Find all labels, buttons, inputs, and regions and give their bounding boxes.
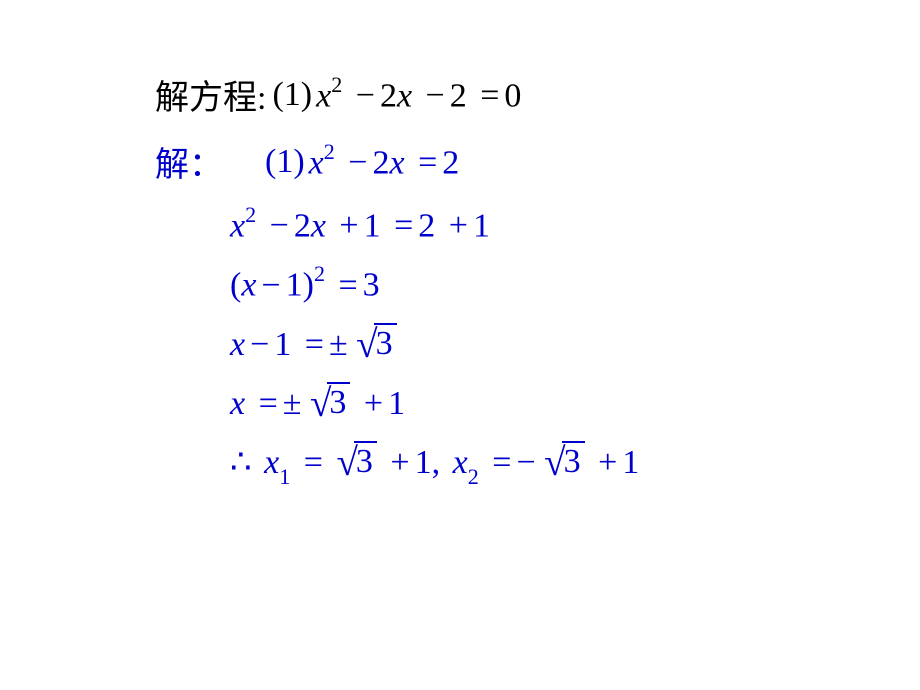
var-x: x [449, 444, 468, 481]
problem-expression: x2 −2x −2 =0 [312, 74, 521, 115]
problem-marker: (1) [266, 76, 312, 114]
const: 1 [415, 444, 432, 481]
var-x: x [230, 326, 245, 363]
const: 1 [286, 267, 303, 304]
var-x: x [309, 144, 324, 181]
coef: 2 [294, 207, 311, 244]
var-x: x [316, 77, 331, 114]
var-x: x [230, 385, 245, 422]
rhs: 2 [442, 144, 459, 181]
step6-expr: ∴ x1 = √3 +1, x2 =− √3 +1 [230, 441, 639, 487]
step3: (x−1)2 =3 [230, 263, 639, 304]
var-x: x [311, 207, 326, 244]
step2: x2 −2x +1 =2 +1 [230, 204, 639, 245]
const: 1 [388, 385, 405, 422]
rhs: 0 [504, 77, 521, 114]
step6: ∴ x1 = √3 +1, x2 =− √3 +1 [230, 441, 639, 487]
math-worked-solution: 解方程: (1) x2 −2x −2 =0 解： (1) x2 −2x =2 x… [155, 70, 639, 504]
coef: 2 [372, 144, 389, 181]
rhs2: 1 [473, 207, 490, 244]
var-x: x [397, 77, 412, 114]
exponent: 2 [324, 139, 335, 164]
step1: x2 −2x =2 [305, 141, 460, 182]
sqrt: √3 [336, 441, 376, 480]
const: 2 [450, 77, 467, 114]
coef: 2 [380, 77, 397, 114]
const: 1 [622, 444, 639, 481]
problem-statement: 解方程: (1) x2 −2x −2 =0 [155, 70, 639, 119]
exponent: 2 [245, 202, 256, 227]
solution-marker: (1) [265, 143, 305, 181]
sqrt: √3 [356, 323, 396, 362]
step5: x =± √3 +1 [230, 382, 639, 423]
sqrt: √3 [310, 382, 350, 421]
comma: , [432, 444, 441, 481]
subscript: 2 [468, 464, 479, 489]
var-x: x [389, 144, 404, 181]
step3-expr: (x−1)2 =3 [230, 263, 380, 304]
solution-header: 解： (1) x2 −2x =2 [155, 137, 639, 186]
step2-expr: x2 −2x +1 =2 +1 [230, 204, 490, 245]
exponent: 2 [314, 261, 325, 286]
step5-expr: x =± √3 +1 [230, 382, 405, 423]
var-x: x [260, 444, 279, 481]
rhs1: 2 [418, 207, 435, 244]
exponent: 2 [331, 72, 342, 97]
step4: x−1 =± √3 [230, 323, 639, 364]
var-x: x [241, 267, 256, 304]
therefore-symbol: ∴ [230, 444, 252, 481]
const: 1 [274, 326, 291, 363]
sqrt: √3 [544, 441, 584, 480]
subscript: 1 [279, 464, 290, 489]
rhs: 3 [363, 267, 380, 304]
step4-expr: x−1 =± √3 [230, 323, 397, 364]
problem-label: 解方程: [155, 70, 266, 119]
solution-label: 解： [155, 137, 223, 186]
const: 1 [364, 207, 381, 244]
var-x: x [230, 207, 245, 244]
